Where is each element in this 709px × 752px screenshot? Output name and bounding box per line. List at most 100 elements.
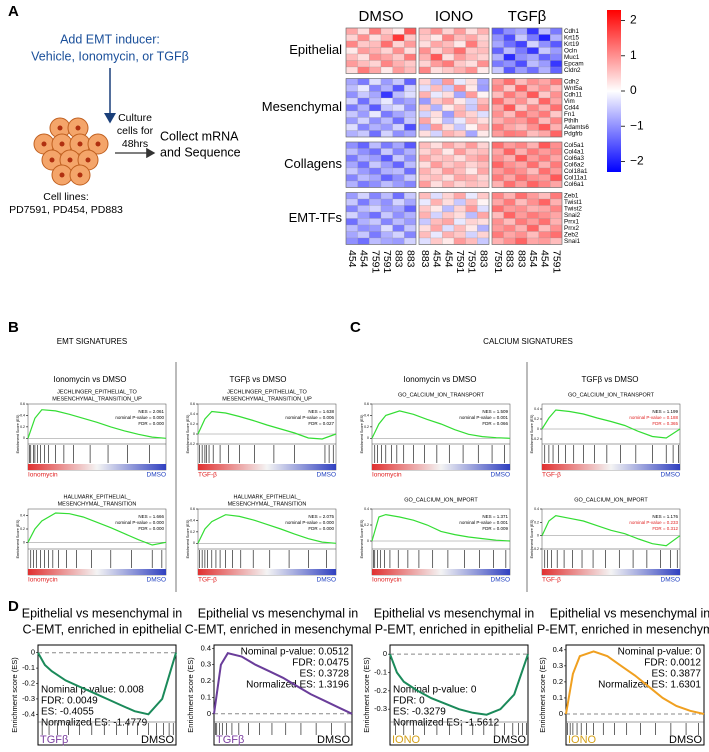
heatmap-cell (430, 40, 443, 48)
left-label: Ionomycin (372, 577, 402, 584)
heatmap-cell (430, 84, 443, 92)
heatmap-cell (515, 218, 528, 226)
heatmap-cell (345, 180, 358, 188)
heatmap-cell (357, 161, 370, 169)
right-label: DMSO (317, 472, 337, 479)
heatmap-cell (442, 231, 455, 239)
heatmap-cell (515, 237, 528, 245)
heatmap-cell (369, 148, 382, 156)
heatmap-cell (515, 34, 528, 42)
gene-label: Ocln (564, 47, 577, 54)
y-tick-label: 0 (383, 649, 387, 658)
heatmap-cell (515, 91, 528, 99)
heatmap-cell (526, 237, 539, 245)
heatmap-cell (404, 97, 417, 105)
heatmap-cell (442, 224, 455, 232)
y-tick-label: 0.6 (20, 402, 25, 406)
heatmap-cell (491, 130, 504, 138)
heatmap-cell (345, 110, 358, 118)
heatmap-cell (526, 130, 539, 138)
heatmap-cell (442, 78, 455, 86)
panel-label: B (8, 319, 19, 336)
rank-gradient (372, 569, 510, 575)
heatmap-cell (404, 123, 417, 131)
heatmap-cell (526, 198, 539, 206)
heatmap-cell (369, 91, 382, 99)
heatmap-cell (392, 180, 405, 188)
gsea-stat: FDR = 0.000 (138, 421, 164, 426)
heatmap-cell (380, 224, 393, 232)
heatmap-cell (491, 192, 504, 200)
heatmap-cell (491, 97, 504, 105)
column-group: DMSO (359, 8, 404, 25)
gsea-stat: Nominal p-value: 0 (618, 647, 702, 658)
gsea-stat: nominal P-value = 0.000 (115, 415, 164, 420)
heatmap-cell (538, 47, 551, 55)
heatmap-cell (442, 104, 455, 112)
y-tick-label: 0 (559, 709, 563, 718)
heatmap-cell (550, 180, 563, 188)
left-label: TGFβ (40, 734, 68, 746)
heatmap-cell (550, 47, 563, 55)
heatmap-cell (538, 53, 551, 61)
gsea-stat: NES = 1.509 (482, 409, 508, 414)
rank-gradient (28, 464, 166, 470)
heatmap-cell (477, 27, 490, 35)
heatmap-cell (538, 123, 551, 131)
heatmap-cell (369, 47, 382, 55)
heatmap-cell (392, 123, 405, 131)
heatmap-cell (430, 192, 443, 200)
gene-label: Zeb2 (564, 231, 579, 238)
y-tick-label: 0.4 (534, 407, 539, 411)
heatmap-cell (550, 123, 563, 131)
heatmap-cell (345, 60, 358, 68)
heatmap-cell (380, 117, 393, 125)
gsea-stat: FDR: 0.0475 (292, 658, 349, 669)
heatmap-cell (538, 117, 551, 125)
heatmap-cell (538, 34, 551, 42)
heatmap-cell (404, 141, 417, 149)
heatmap-cell (380, 47, 393, 55)
y-axis-label: Enrichment score (ES) (362, 657, 371, 733)
heatmap-cell (550, 34, 563, 42)
gene-label: Twist2 (564, 205, 582, 212)
heatmap-cell (515, 110, 528, 118)
heatmap-cell (430, 154, 443, 162)
heatmap-cell (538, 130, 551, 138)
heatmap-cell (404, 180, 417, 188)
heatmap-cell (345, 47, 358, 55)
heatmap-cell (404, 198, 417, 206)
gene-label: Prrx1 (564, 218, 580, 225)
es-curve (213, 652, 353, 715)
heatmap-cell (404, 91, 417, 99)
heatmap-cell (430, 91, 443, 99)
gsea-stat: FDR = 0.000 (138, 526, 164, 531)
heatmap-cell (369, 167, 382, 175)
gsea-stat: nominal P-value = 0.188 (629, 415, 678, 420)
block-border (345, 27, 417, 74)
heatmap-cell (392, 205, 405, 213)
y-tick-label: 0.6 (190, 402, 195, 406)
heatmap-cell (392, 110, 405, 118)
heatmap-cell (418, 141, 431, 149)
heatmap-cell (380, 231, 393, 239)
heatmap-cell (357, 198, 370, 206)
y-tick-label: 0 (537, 534, 539, 538)
heatmap-cell (477, 117, 490, 125)
heatmap-cell (345, 66, 358, 74)
heatmap-cell (369, 192, 382, 200)
heatmap-cell (430, 148, 443, 156)
comparison: Ionomycin vs DMSO (404, 375, 477, 384)
gene-label: Krt19 (564, 41, 580, 48)
left-label: IONO (392, 734, 421, 746)
heatmap-cell (526, 211, 539, 219)
heatmap-cell (369, 205, 382, 213)
heatmap-cell (442, 53, 455, 61)
gsea-title: MESENCHYMAL_TRANSITION (228, 501, 307, 507)
heatmap-cell (526, 117, 539, 125)
heatmap-cell (538, 161, 551, 169)
heatmap-cell (430, 237, 443, 245)
heatmap-cell (404, 154, 417, 162)
heatmap-cell (442, 167, 455, 175)
column-label: 7591 (492, 250, 504, 274)
